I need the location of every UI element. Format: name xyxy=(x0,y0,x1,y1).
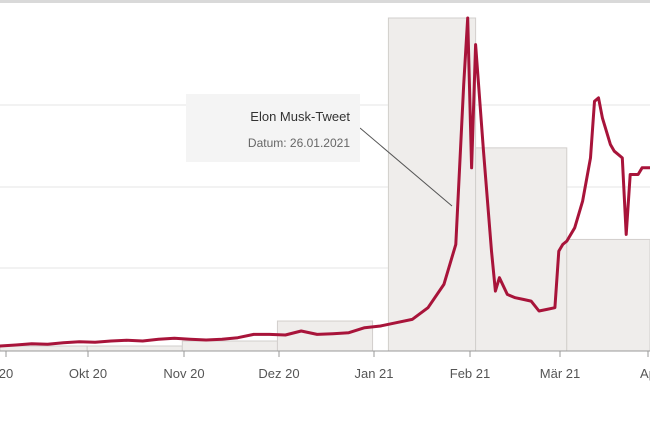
annotation-connector xyxy=(359,127,453,207)
x-tick-label: Okt 20 xyxy=(69,366,107,381)
x-tick-label: Mär 21 xyxy=(540,366,580,381)
background-bar xyxy=(387,17,477,352)
annotation-box xyxy=(186,94,360,162)
annotation-subtitle: Datum: 26.01.2021 xyxy=(248,136,350,150)
price-series xyxy=(0,16,650,348)
x-tick-label: Ap xyxy=(640,366,650,381)
x-tick-label: 20 xyxy=(0,366,13,381)
background-bar xyxy=(86,345,183,352)
background-bar xyxy=(181,340,278,352)
background-bar xyxy=(475,147,568,352)
x-tick-label: Nov 20 xyxy=(163,366,204,381)
annotation-title: Elon Musk-Tweet xyxy=(250,109,350,124)
series-line xyxy=(0,16,650,348)
x-tick-label: Dez 20 xyxy=(258,366,299,381)
background-bar xyxy=(566,238,650,352)
annotation: Elon Musk-Tweet Datum: 26.01.2021 xyxy=(186,94,453,207)
background-bars xyxy=(0,17,650,352)
x-axis: 20 Okt 20 Nov 20 Dez 20 Jan 21 Feb 21 Mär 21 Ap xyxy=(0,350,650,381)
x-tick-label: Jan 21 xyxy=(354,366,393,381)
background-bar xyxy=(276,320,374,352)
background-bar xyxy=(0,345,88,352)
x-tick-label: Feb 21 xyxy=(450,366,490,381)
